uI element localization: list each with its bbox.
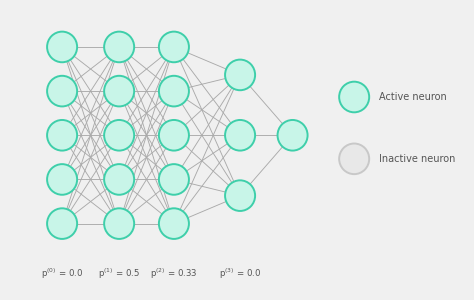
Ellipse shape xyxy=(339,143,369,174)
Ellipse shape xyxy=(104,76,134,106)
Ellipse shape xyxy=(159,32,189,62)
Ellipse shape xyxy=(47,208,77,239)
Ellipse shape xyxy=(104,164,134,195)
Ellipse shape xyxy=(225,180,255,211)
Ellipse shape xyxy=(104,32,134,62)
Text: Inactive neuron: Inactive neuron xyxy=(379,154,456,164)
Ellipse shape xyxy=(278,120,308,151)
Ellipse shape xyxy=(104,120,134,151)
Ellipse shape xyxy=(159,208,189,239)
Text: p$^{(2)}$ = 0.33: p$^{(2)}$ = 0.33 xyxy=(150,266,198,281)
Text: Active neuron: Active neuron xyxy=(379,92,447,102)
Ellipse shape xyxy=(47,32,77,62)
Ellipse shape xyxy=(225,60,255,90)
Text: p$^{(0)}$ = 0.0: p$^{(0)}$ = 0.0 xyxy=(41,266,83,281)
Ellipse shape xyxy=(104,208,134,239)
Text: p$^{(3)}$ = 0.0: p$^{(3)}$ = 0.0 xyxy=(219,266,261,281)
Ellipse shape xyxy=(159,164,189,195)
Ellipse shape xyxy=(339,82,369,112)
Ellipse shape xyxy=(225,120,255,151)
Ellipse shape xyxy=(47,120,77,151)
Ellipse shape xyxy=(159,76,189,106)
Text: p$^{(1)}$ = 0.5: p$^{(1)}$ = 0.5 xyxy=(98,266,140,281)
Ellipse shape xyxy=(159,120,189,151)
Ellipse shape xyxy=(47,76,77,106)
Ellipse shape xyxy=(47,164,77,195)
